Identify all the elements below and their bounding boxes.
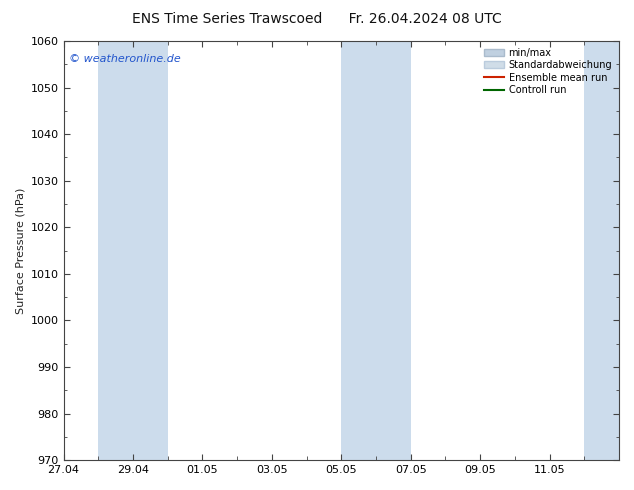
Bar: [585, 41, 619, 460]
Y-axis label: Surface Pressure (hPa): Surface Pressure (hPa): [15, 187, 25, 314]
Bar: [341, 41, 376, 460]
Text: ENS Time Series Trawscoed      Fr. 26.04.2024 08 UTC: ENS Time Series Trawscoed Fr. 26.04.2024…: [132, 12, 502, 26]
Text: © weatheronline.de: © weatheronline.de: [69, 53, 181, 64]
Bar: [98, 41, 133, 460]
Bar: [376, 41, 411, 460]
Legend: min/max, Standardabweichung, Ensemble mean run, Controll run: min/max, Standardabweichung, Ensemble me…: [482, 46, 614, 97]
Bar: [133, 41, 167, 460]
